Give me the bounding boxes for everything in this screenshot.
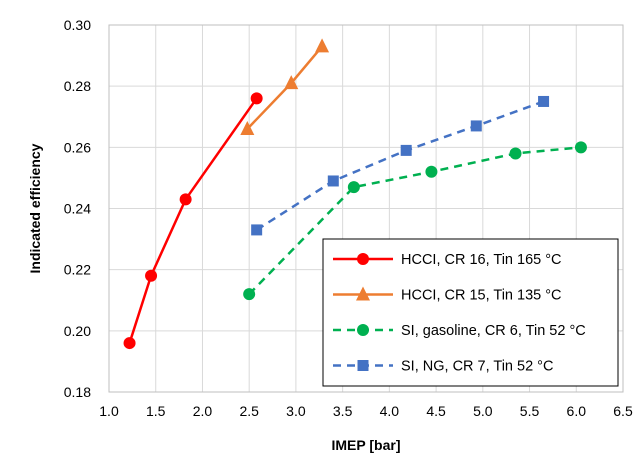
x-tick-label: 6.5 <box>613 403 633 419</box>
data-point <box>538 95 550 107</box>
data-point <box>243 288 256 301</box>
x-axis-title: IMEP [bar] <box>332 437 401 453</box>
series-line <box>255 100 544 231</box>
series-3 <box>243 141 587 301</box>
x-tick-label: 2.0 <box>193 403 213 419</box>
data-point <box>123 337 136 350</box>
series-line <box>246 45 324 130</box>
legend: HCCI, CR 16, Tin 165 °C HCCI, CR 15, Tin … <box>322 238 619 387</box>
legend-box <box>322 238 619 387</box>
series-line <box>128 97 258 344</box>
legend-label: HCCI, CR 15, Tin 135 °C <box>401 288 562 304</box>
data-point <box>240 120 255 135</box>
legend-label: SI, NG, CR 7, Tin 52 °C <box>401 359 553 375</box>
data-point <box>179 193 192 206</box>
x-tick-label: 3.5 <box>333 403 353 419</box>
x-tick-label: 1.0 <box>99 403 119 419</box>
legend-item: HCCI, CR 15, Tin 135 °C <box>333 286 562 304</box>
data-point <box>400 144 412 156</box>
x-tick-label: 1.5 <box>146 403 166 419</box>
x-tick-label: 5.0 <box>473 403 493 419</box>
x-tick-label: 4.5 <box>426 403 446 419</box>
legend-marker <box>357 360 369 371</box>
plot-area-border <box>108 24 624 393</box>
y-tick-label: 0.18 <box>64 384 91 400</box>
data-point <box>509 147 522 160</box>
data-point <box>284 75 299 90</box>
x-tick-label: 6.0 <box>567 403 587 419</box>
legend-item: SI, gasoline, CR 6, Tin 52 °C <box>333 323 586 339</box>
data-point <box>347 181 360 194</box>
y-tick-label: 0.28 <box>64 78 91 94</box>
x-tick-label: 3.0 <box>286 403 306 419</box>
y-tick-label: 0.22 <box>64 262 91 278</box>
legend-label: HCCI, CR 16, Tin 165 °C <box>401 252 562 268</box>
y-tick-label: 0.24 <box>64 201 91 217</box>
tick-labels: 1.0 1.5 2.0 2.5 3.0 3.5 4.0 4.5 5.0 5.5 6.0 6.5 0.18… <box>64 17 633 419</box>
data-point <box>315 38 330 53</box>
legend-marker <box>357 324 369 336</box>
data-point <box>251 224 263 236</box>
legend-marker <box>357 253 369 265</box>
series-group <box>123 38 587 350</box>
y-tick-label: 0.20 <box>64 323 91 339</box>
series-4 <box>251 95 550 236</box>
y-axis-title: Indicated efficiency <box>27 143 43 273</box>
legend-item: HCCI, CR 16, Tin 165 °C <box>333 252 562 268</box>
series-2 <box>240 38 330 135</box>
legend-marker <box>356 286 370 301</box>
x-tick-label: 5.5 <box>520 403 540 419</box>
data-point <box>145 269 158 282</box>
data-point <box>250 92 263 105</box>
data-point <box>470 120 482 132</box>
series-1 <box>123 92 263 350</box>
y-tick-label: 0.30 <box>64 17 91 33</box>
x-tick-label: 2.5 <box>239 403 259 419</box>
legend-item: SI, NG, CR 7, Tin 52 °C <box>333 359 553 375</box>
legend-label: SI, gasoline, CR 6, Tin 52 °C <box>401 323 586 339</box>
data-point <box>327 175 339 187</box>
data-point <box>425 165 438 178</box>
data-point <box>574 141 587 154</box>
y-tick-label: 0.26 <box>64 139 91 155</box>
x-tick-label: 4.0 <box>380 403 400 419</box>
